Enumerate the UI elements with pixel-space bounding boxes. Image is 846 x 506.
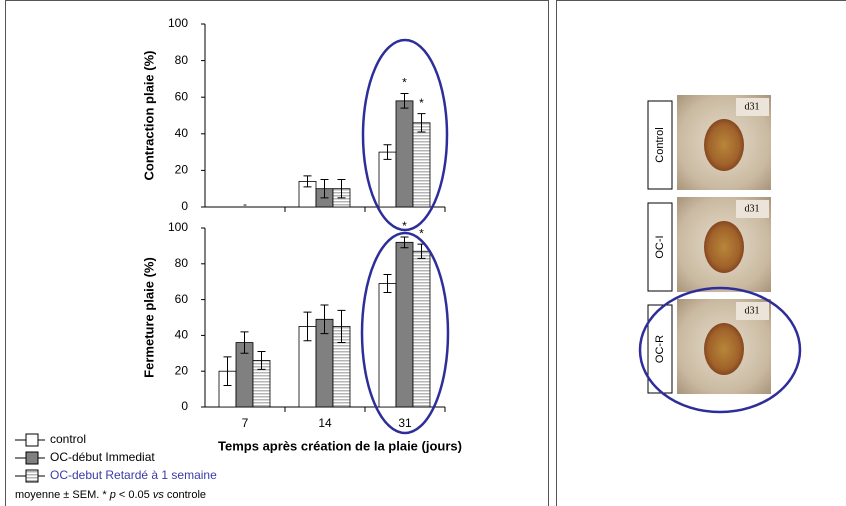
no-data-label: -	[243, 197, 247, 211]
y-tick-label: 0	[181, 199, 188, 213]
error-bar	[257, 351, 266, 370]
label-box	[647, 100, 673, 190]
photo-label: Control	[654, 127, 666, 162]
legend-label: control	[50, 432, 86, 446]
x-tick-label: 14	[318, 416, 332, 430]
footnote-part: vs	[153, 489, 165, 501]
wound	[704, 323, 744, 375]
error-bar	[303, 175, 312, 188]
significance-mark: *	[402, 76, 407, 90]
bar	[378, 151, 397, 208]
error-bar	[417, 113, 426, 133]
bar	[395, 100, 414, 208]
left-panel	[5, 0, 549, 506]
label-box	[647, 202, 673, 292]
y-tick-label: 100	[168, 220, 188, 234]
bar	[395, 241, 414, 408]
photo-label: OC-R	[654, 335, 666, 363]
footnote: moyenne ± SEM. * p < 0.05 vs controle	[15, 489, 206, 501]
charts: 0 20 40 60 80 100 Contraction plaie (%) - * * 0 20 4…	[141, 16, 462, 453]
y-tick-label: 0	[181, 399, 188, 413]
footnote-part: moyenne ± SEM. *	[15, 489, 110, 501]
significance-mark: *	[419, 226, 424, 240]
y-tick-label: 60	[175, 292, 189, 306]
error-bar	[223, 356, 232, 387]
x-tick-label: 31	[398, 416, 412, 430]
wound	[704, 119, 744, 171]
y-tick-label: 40	[175, 126, 189, 140]
photo-tag: d31	[745, 101, 760, 112]
photo-label: OC-I	[654, 235, 666, 258]
error-bar	[320, 304, 329, 335]
error-bar	[240, 331, 249, 354]
y-axis-label: Contraction plaie (%)	[141, 50, 156, 180]
bar	[412, 250, 431, 408]
error-bar	[320, 179, 329, 199]
x-axis-label: Temps après création de la plaie (jours)	[218, 438, 462, 453]
y-tick-label: 20	[175, 363, 189, 377]
label-box	[647, 304, 673, 394]
tag-box	[736, 302, 769, 320]
photo-tag: d31	[745, 305, 760, 316]
y-tick-label: 100	[168, 16, 188, 30]
tag-box	[736, 200, 769, 218]
legend-label: OC-début Immediat	[50, 450, 155, 464]
y-tick-label: 80	[175, 256, 189, 270]
bar	[378, 283, 397, 408]
error-bar	[383, 274, 392, 293]
error-bar	[303, 311, 312, 342]
right-panel	[556, 0, 846, 506]
footnote-part: controle	[164, 489, 206, 501]
y-tick-label: 40	[175, 328, 189, 342]
wound	[704, 221, 744, 273]
photos: Control d31 OC-I d31 OC-R d31	[647, 95, 771, 394]
tag-box	[736, 98, 769, 116]
x-tick-label: 7	[242, 416, 249, 430]
y-tick-label: 20	[175, 163, 189, 177]
error-bar	[383, 144, 392, 160]
significance-mark: *	[402, 219, 407, 233]
legend: control OC-début Immediat OC-debut Retardé…	[15, 432, 217, 483]
legend-swatch	[25, 451, 39, 465]
error-bar	[400, 236, 409, 249]
error-bar	[400, 93, 409, 109]
bar	[412, 122, 431, 208]
y-tick-label: 60	[175, 89, 189, 103]
legend-swatch	[25, 433, 39, 447]
legend-label: OC-debut Retardé à 1 semaine	[50, 468, 217, 482]
y-tick-label: 80	[175, 53, 189, 67]
highlight-ellipse	[360, 231, 450, 435]
photo-tag: d31	[745, 203, 760, 214]
error-bar	[337, 179, 346, 199]
highlight-ellipse	[361, 38, 449, 232]
legend-swatch	[25, 469, 39, 483]
footnote-part: < 0.05	[116, 489, 153, 501]
error-bar	[337, 309, 346, 344]
y-axis-label: Fermeture plaie (%)	[141, 257, 156, 378]
significance-mark: *	[419, 96, 424, 110]
footnote-part: p	[109, 489, 116, 501]
highlight-ellipse	[638, 286, 802, 414]
